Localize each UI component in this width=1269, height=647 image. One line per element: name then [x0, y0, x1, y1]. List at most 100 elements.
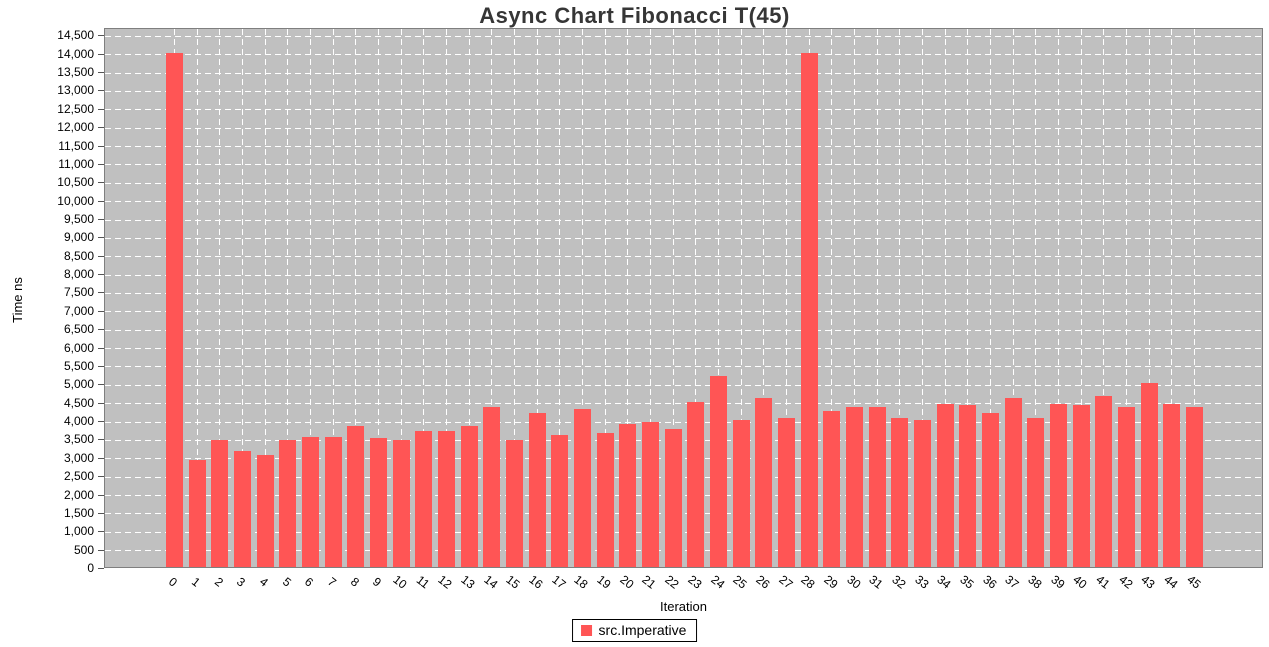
bar-43	[1140, 383, 1158, 567]
horizontal-gridline	[105, 476, 1262, 478]
x-tick-label: 27	[775, 572, 796, 592]
x-tick-label: 25	[730, 572, 750, 592]
y-tick-mark	[98, 329, 104, 331]
x-tick-label: 32	[889, 572, 909, 592]
y-tick-label: 8,000	[63, 267, 94, 282]
bar-30	[846, 407, 864, 567]
bar-24	[710, 375, 727, 567]
bar-14	[483, 407, 501, 567]
y-tick-label: 13,000	[57, 83, 94, 98]
x-tick-label: 30	[843, 572, 864, 592]
y-tick-mark	[98, 53, 104, 55]
y-tick-label: 11,000	[58, 156, 94, 171]
y-tick-label: 12,500	[57, 101, 94, 116]
vertical-gridline	[1148, 29, 1150, 567]
x-tick-label: 2	[211, 574, 226, 590]
x-tick-label: 24	[707, 572, 728, 592]
x-tick-label: 40	[1070, 572, 1090, 592]
y-tick-mark	[98, 108, 104, 110]
horizontal-gridline	[105, 495, 1262, 497]
bar-31	[868, 407, 886, 567]
vertical-gridline	[581, 29, 583, 567]
x-tick-label: 3	[234, 574, 249, 590]
vertical-gridline	[990, 29, 992, 567]
x-tick-label: 41	[1093, 572, 1113, 592]
y-tick-label: 10,500	[57, 175, 94, 190]
bar-8	[347, 425, 365, 567]
y-tick-label: 1,000	[63, 524, 94, 539]
bar-36	[982, 412, 1000, 567]
y-tick-label: 6,500	[63, 322, 94, 337]
x-tick-label: 42	[1116, 572, 1136, 592]
x-tick-label: 18	[571, 572, 592, 592]
bar-18	[573, 409, 591, 567]
x-tick-label: 31	[866, 572, 886, 592]
y-tick-label: 6,000	[63, 340, 94, 355]
y-tick-label: 5,500	[63, 358, 94, 373]
bar-35	[959, 405, 977, 567]
x-tick-label: 15	[503, 572, 524, 592]
x-tick-label: 6	[302, 574, 317, 590]
horizontal-gridline	[105, 513, 1262, 515]
x-tick-label: 35	[957, 572, 977, 592]
x-tick-label: 9	[370, 574, 385, 590]
y-tick-label: 7,500	[63, 285, 94, 300]
vertical-gridline	[513, 29, 515, 567]
vertical-gridline	[604, 29, 606, 567]
bar-3	[233, 451, 251, 567]
vertical-gridline	[1058, 29, 1060, 567]
x-tick-label: 1	[189, 574, 203, 590]
bar-34	[936, 403, 954, 567]
x-tick-label: 45	[1184, 572, 1204, 592]
bar-38	[1027, 418, 1045, 567]
bar-41	[1095, 396, 1113, 567]
y-tick-mark	[98, 494, 104, 496]
vertical-gridline	[627, 29, 629, 567]
y-tick-label: 3,500	[63, 432, 94, 447]
x-tick-label: 14	[481, 572, 501, 592]
bar-45	[1186, 407, 1204, 567]
y-tick-label: 4,500	[63, 395, 94, 410]
horizontal-gridline	[105, 35, 1262, 37]
vertical-gridline	[899, 29, 901, 567]
x-tick-label: 5	[279, 574, 294, 590]
bar-17	[551, 434, 569, 567]
vertical-gridline	[445, 29, 447, 567]
y-tick-mark	[98, 402, 104, 404]
x-tick-label: 16	[526, 572, 546, 592]
y-tick-label: 2,500	[63, 469, 94, 484]
x-tick-label: 43	[1138, 572, 1158, 592]
y-tick-mark	[98, 145, 104, 147]
bar-12	[437, 431, 455, 567]
vertical-gridline	[241, 29, 243, 567]
x-tick-label: 20	[617, 572, 637, 592]
bar-6	[301, 436, 319, 567]
x-tick-label: 34	[934, 572, 954, 592]
y-tick-label: 10,000	[57, 193, 94, 208]
bar-28	[800, 52, 818, 567]
vertical-gridline	[332, 29, 334, 567]
vertical-gridline	[423, 29, 425, 567]
y-tick-mark	[98, 90, 104, 92]
y-tick-mark	[98, 439, 104, 441]
bar-15	[505, 440, 523, 567]
vertical-gridline	[536, 29, 538, 567]
y-tick-label: 8,500	[63, 248, 94, 263]
x-tick-label: 23	[685, 572, 705, 592]
vertical-gridline	[491, 29, 493, 567]
bar-16	[528, 412, 546, 567]
vertical-gridline	[718, 29, 719, 567]
y-tick-mark	[98, 182, 104, 184]
x-tick-label: 28	[798, 572, 818, 592]
x-tick-label: 0	[166, 574, 181, 590]
x-tick-label: 8	[347, 574, 362, 590]
vertical-gridline	[967, 29, 969, 567]
horizontal-gridline	[105, 256, 1262, 258]
horizontal-gridline	[105, 237, 1262, 239]
vertical-gridline	[740, 29, 742, 567]
x-tick-label: 39	[1048, 572, 1068, 592]
x-tick-label: 22	[662, 572, 682, 592]
vertical-gridline	[1035, 29, 1037, 567]
x-tick-label: 11	[413, 572, 432, 592]
